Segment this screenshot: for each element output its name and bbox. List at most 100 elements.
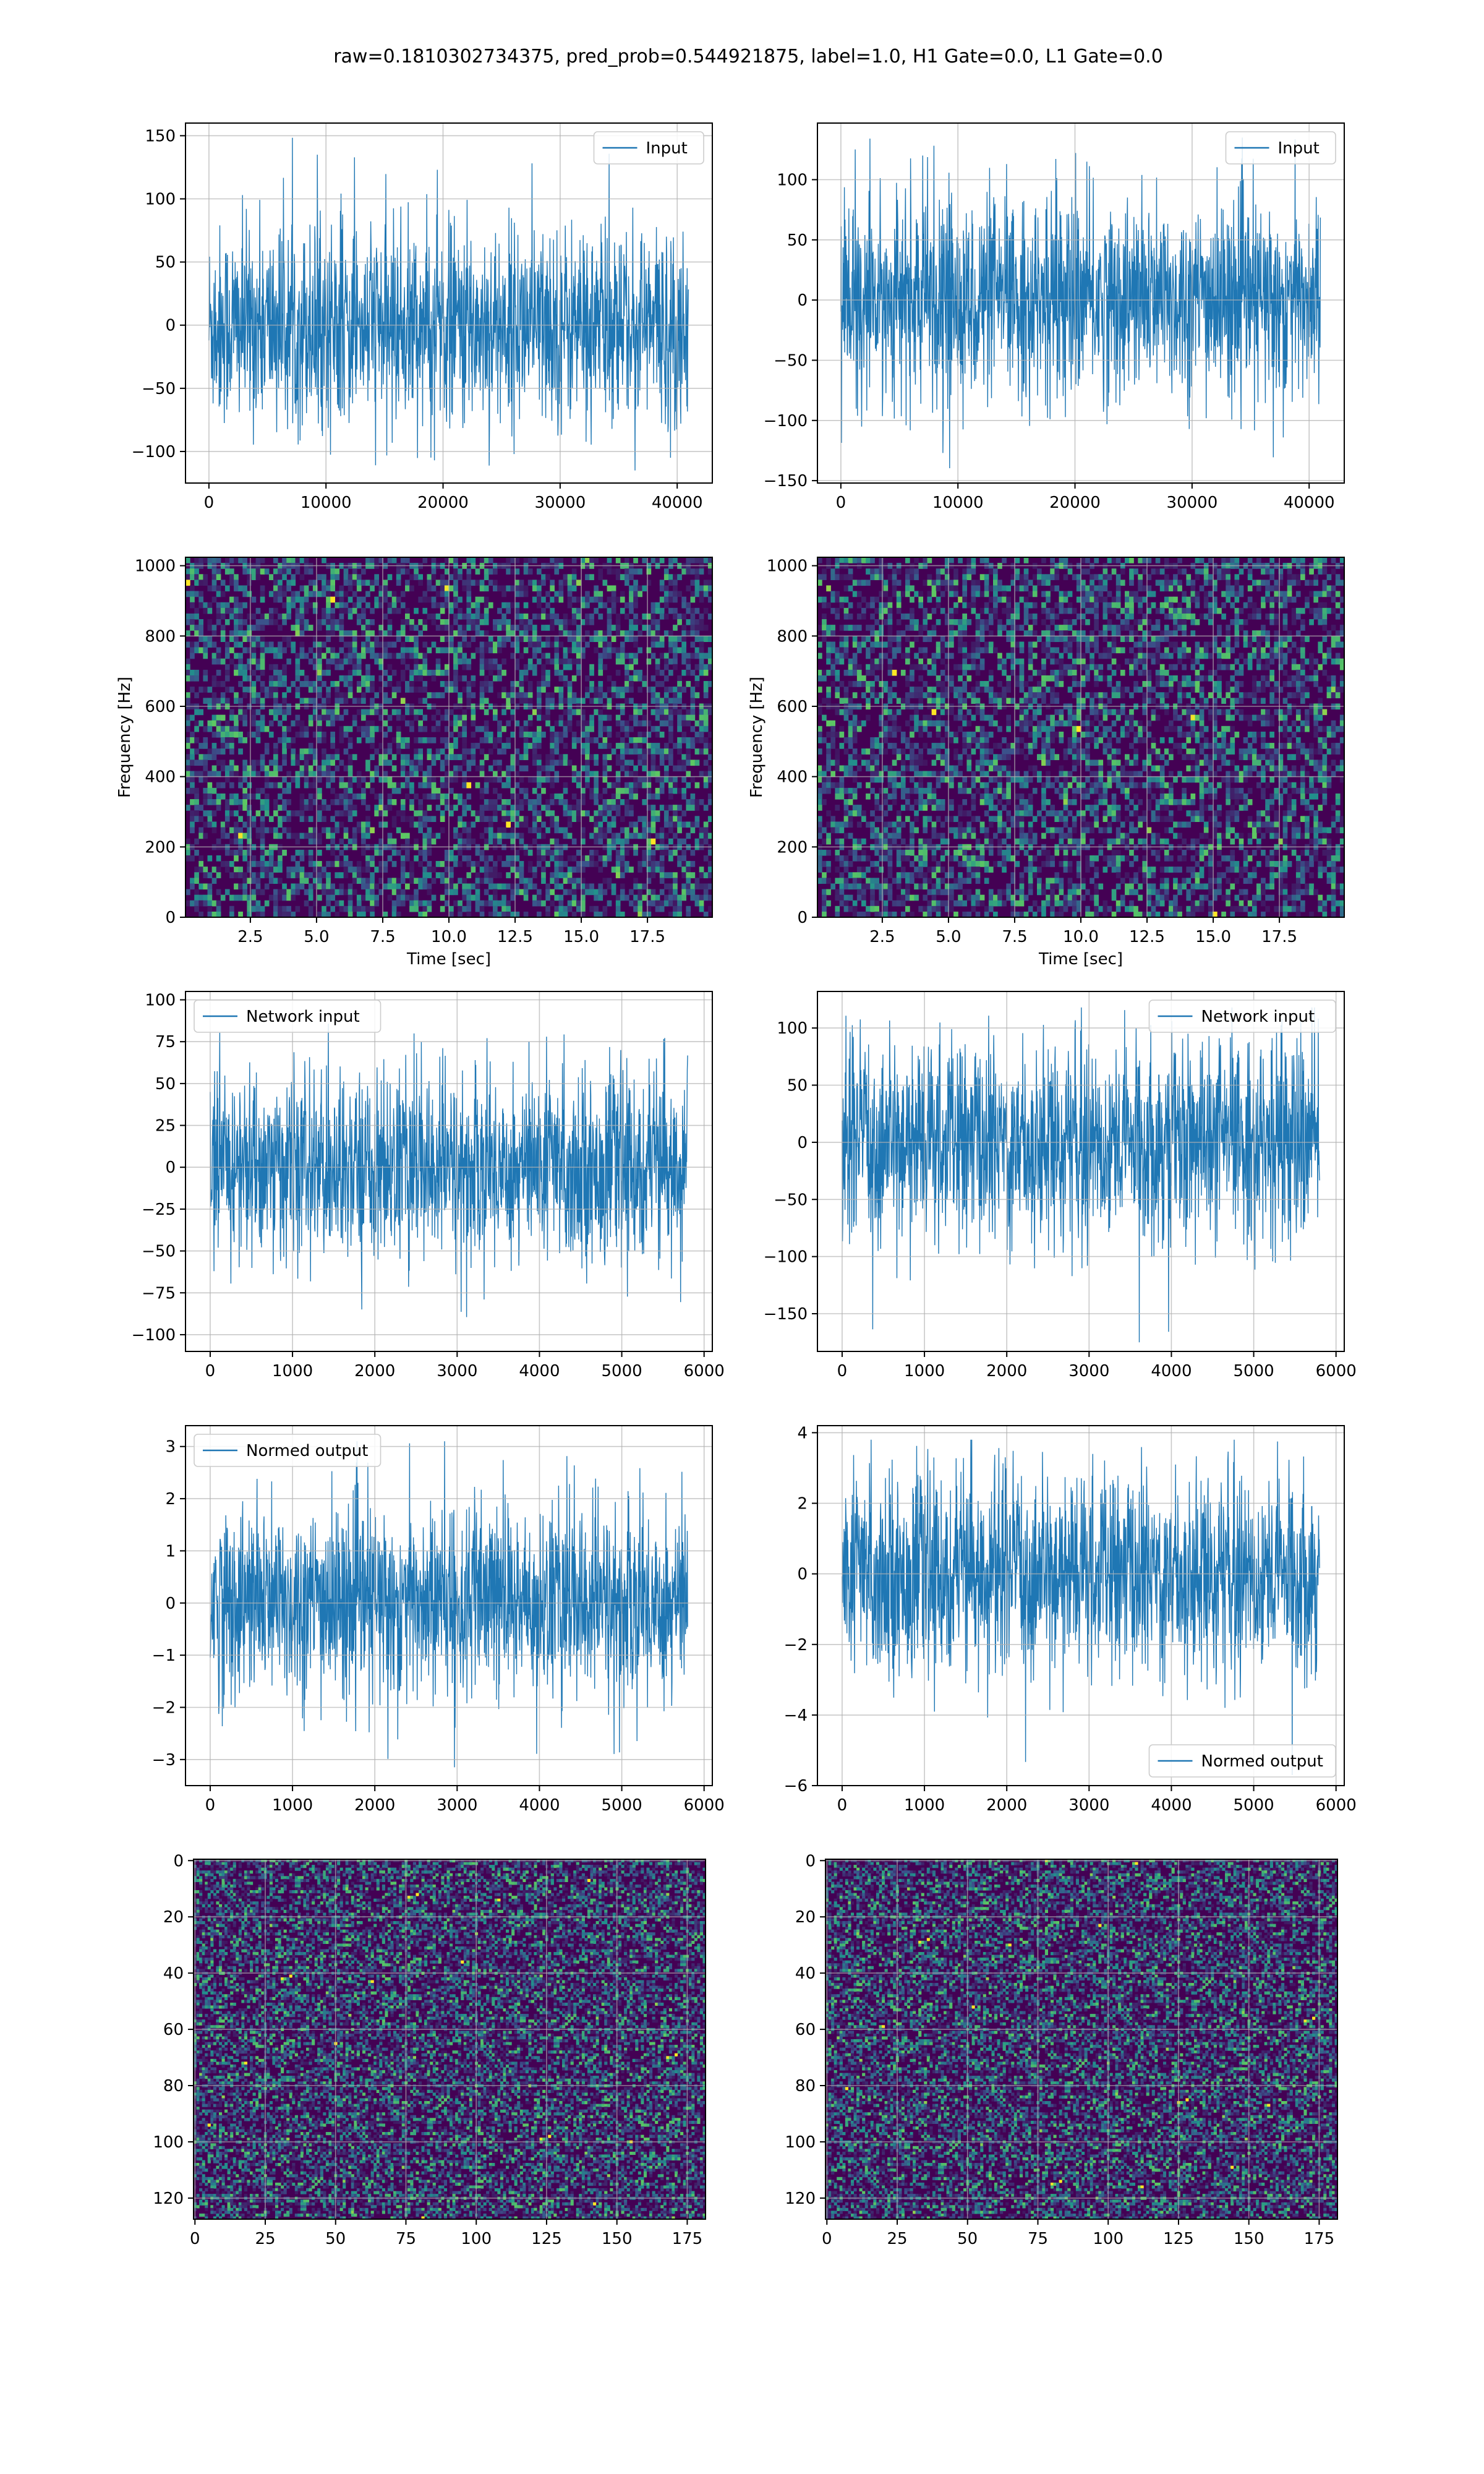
h1-network-input-ytick-label: −75	[142, 1284, 176, 1303]
h1-normed-output-xtick-label: 0	[205, 1796, 216, 1815]
h1-network-input-ytick-label: −50	[142, 1243, 176, 1261]
l1-network-input-series-line	[842, 1007, 1320, 1343]
l1-matrix-xtick-label: 125	[1163, 2230, 1194, 2248]
l1-normed-output-xtick-label: 0	[837, 1796, 848, 1815]
l1-normed-output-xtick-label: 2000	[986, 1796, 1027, 1815]
h1-spectrogram-xtick-label: 5.0	[304, 928, 329, 946]
h1-matrix-xtick-label: 175	[672, 2230, 703, 2248]
l1-spectrogram-xtick-label: 2.5	[869, 928, 895, 946]
h1-normed-output-ytick-label: −3	[152, 1751, 176, 1770]
h1-input-ytick-label: 150	[145, 127, 176, 145]
h1-input-xtick-label: 40000	[652, 494, 703, 512]
l1-spectrogram-xtick-label: 5.0	[936, 928, 961, 946]
l1-matrix-ytick-label: 60	[795, 2021, 816, 2039]
l1-spectrogram-xtick-label: 12.5	[1129, 928, 1165, 946]
h1-input-xtick-label: 10000	[301, 494, 352, 512]
l1-network-input-xtick-label: 4000	[1151, 1362, 1192, 1380]
h1-network-input-ytick-label: 50	[155, 1075, 176, 1094]
h1-spectrogram-ytick-label: 400	[145, 768, 176, 787]
l1-input-ytick-label: −100	[764, 412, 808, 430]
l1-normed-output-chart: 0 1000 2000 3000 4000 5000 6000 −6 −4 −2 0 2 4 Normed…	[784, 1424, 1357, 1815]
h1-input-plot-area	[186, 123, 712, 483]
h1-input-series-line	[208, 137, 689, 471]
l1-network-input-plot-area	[817, 991, 1344, 1351]
l1-network-input-ytick-label: −100	[764, 1248, 808, 1267]
h1-normed-output-axes-frame	[185, 1425, 713, 1786]
h1-matrix-chart: 0 25 50 75 100 125 150 175 0 20 40 60 80 100 120	[153, 1852, 706, 2248]
h1-normed-output-xtick-label: 5000	[602, 1796, 642, 1815]
h1-input-ytick-label: −50	[142, 380, 176, 398]
h1-normed-output-ytick-label: 0	[165, 1594, 176, 1613]
l1-spectrogram-ytick-label: 600	[777, 698, 808, 716]
h1-input-legend-label: Input	[646, 139, 688, 158]
h1-spectrogram-ytick-label: 600	[145, 698, 176, 716]
l1-input-plot-area	[817, 123, 1344, 483]
h1-input-ytick-label: 100	[145, 190, 176, 209]
h1-normed-output-ytick-label: −2	[152, 1699, 176, 1718]
l1-input-grid	[817, 123, 1344, 483]
l1-normed-output-ytick-label: 2	[797, 1495, 808, 1513]
h1-network-input-ytick-label: −25	[142, 1201, 176, 1219]
l1-input-ytick-label: −50	[774, 352, 808, 370]
h1-network-input-xtick-label: 4000	[519, 1362, 560, 1380]
l1-normed-output-ytick-label: −6	[784, 1777, 808, 1796]
h1-normed-output-ytick-label: 3	[165, 1438, 176, 1457]
l1-matrix-ytick-label: 80	[795, 2077, 816, 2095]
l1-normed-output-xtick-label: 4000	[1151, 1796, 1192, 1815]
l1-input-legend-label: Input	[1278, 139, 1320, 158]
l1-matrix-ytick-label: 120	[785, 2189, 816, 2208]
h1-spectrogram-xlabel: Time [sec]	[406, 950, 491, 969]
h1-matrix-axes-frame	[193, 1859, 706, 2220]
h1-spectrogram-xtick-label: 7.5	[370, 928, 395, 946]
l1-network-input-xtick-label: 3000	[1068, 1362, 1109, 1380]
h1-normed-output-grid	[186, 1426, 712, 1786]
h1-spectrogram-ylabel: Frequency [Hz]	[116, 677, 134, 798]
h1-input-ytick-label: 0	[165, 317, 176, 335]
h1-normed-output-ytick-label: 2	[165, 1490, 176, 1509]
l1-input-ytick-label: 0	[797, 291, 808, 310]
h1-spectrogram-xtick-label: 2.5	[237, 928, 263, 946]
h1-spectrogram-xtick-label: 10.0	[431, 928, 467, 946]
h1-normed-output-plot-area	[186, 1426, 712, 1786]
h1-network-input-xtick-label: 6000	[684, 1362, 725, 1380]
l1-matrix-xtick-label: 50	[957, 2230, 978, 2248]
h1-network-input-axes-frame	[185, 991, 713, 1352]
h1-normed-output-xtick-label: 6000	[684, 1796, 725, 1815]
h1-input-ytick-label: −100	[132, 443, 176, 461]
h1-network-input-ytick-label: −100	[132, 1326, 176, 1345]
l1-input-ytick-label: 100	[777, 171, 808, 190]
l1-input-xtick-label: 0	[836, 494, 846, 512]
l1-normed-output-series-line	[842, 1439, 1320, 1775]
l1-network-input-ytick-label: −150	[764, 1305, 808, 1324]
h1-matrix-xtick-label: 125	[531, 2230, 562, 2248]
h1-matrix-ytick-label: 60	[163, 2021, 184, 2039]
l1-normed-output-axes-frame	[817, 1425, 1345, 1786]
l1-network-input-ytick-label: 100	[777, 1019, 808, 1038]
l1-network-input-ytick-label: 50	[787, 1077, 808, 1095]
l1-spectrogram-xtick-label: 15.0	[1195, 928, 1231, 946]
l1-normed-output-xtick-label: 6000	[1316, 1796, 1357, 1815]
l1-matrix-xtick-label: 100	[1093, 2230, 1124, 2248]
h1-network-input-xtick-label: 0	[205, 1362, 216, 1380]
h1-matrix-grid	[194, 1859, 706, 2219]
l1-network-input-xtick-label: 2000	[986, 1362, 1027, 1380]
l1-normed-output-legend-label: Normed output	[1201, 1752, 1323, 1771]
l1-network-input-axes-frame	[817, 991, 1345, 1352]
h1-matrix-xtick-label: 50	[325, 2230, 346, 2248]
h1-matrix-ytick-label: 80	[163, 2077, 184, 2095]
l1-spectrogram-ytick-label: 0	[797, 909, 808, 927]
l1-normed-output-ytick-label: 4	[797, 1424, 808, 1442]
l1-matrix-axes-frame	[825, 1859, 1338, 2220]
h1-matrix-ytick-label: 100	[153, 2133, 184, 2152]
h1-spectrogram-xtick-label: 15.0	[563, 928, 599, 946]
h1-input-legend: Input	[593, 131, 704, 165]
l1-normed-output-xtick-label: 3000	[1068, 1796, 1109, 1815]
h1-network-input-grid	[186, 991, 712, 1351]
l1-normed-output-xtick-label: 1000	[904, 1796, 945, 1815]
l1-network-input-xtick-label: 0	[837, 1362, 848, 1380]
h1-network-input-legend-label: Network input	[246, 1008, 360, 1026]
l1-matrix-xtick-label: 75	[1028, 2230, 1048, 2248]
l1-network-input-chart: 0 1000 2000 3000 4000 5000 6000 −150 −100 −50 0 50 1…	[764, 991, 1357, 1380]
h1-input-xtick-label: 0	[204, 494, 215, 512]
h1-network-input-xtick-label: 2000	[354, 1362, 395, 1380]
